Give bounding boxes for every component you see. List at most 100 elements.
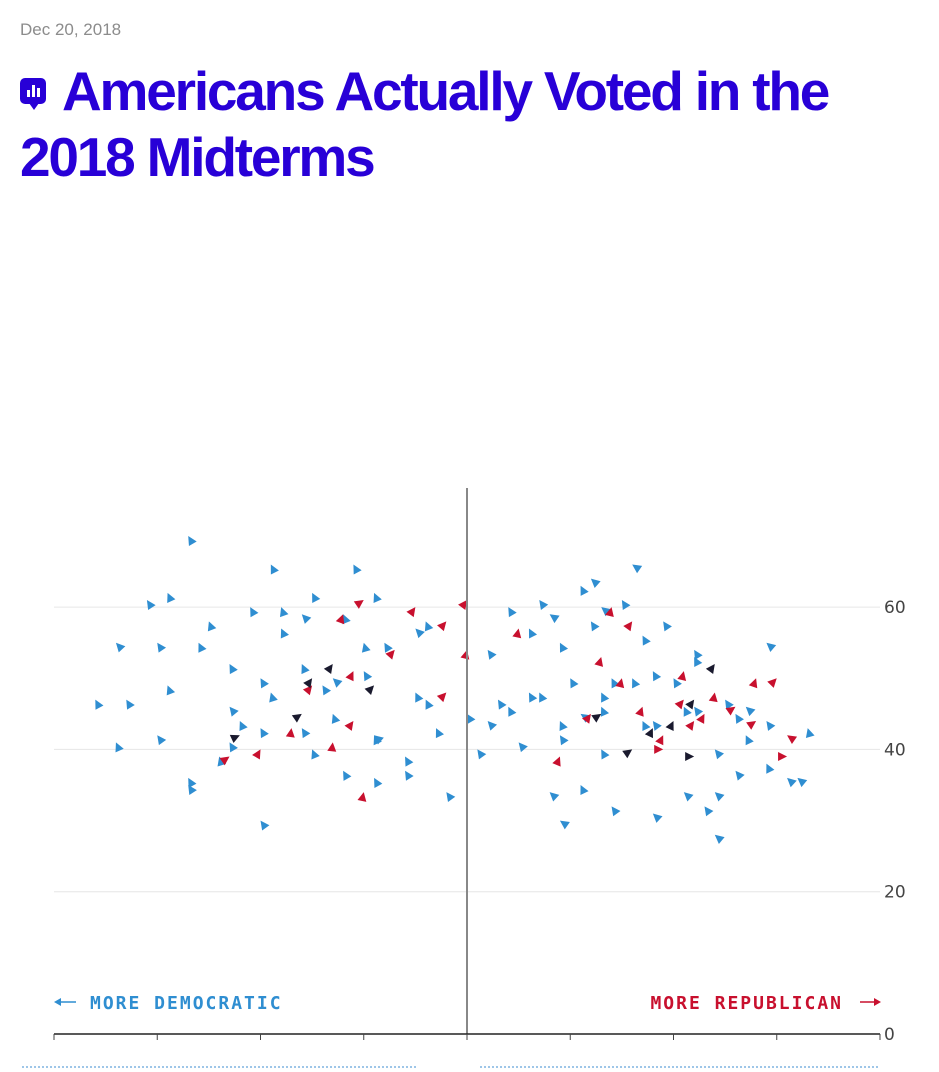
vote-shift-arrow: [797, 777, 850, 822]
vote-shift-arrow: [651, 720, 695, 779]
vote-shift-arrow: [590, 578, 664, 644]
chart-bubble-icon: [20, 78, 46, 110]
x-axis-ticks: [53, 1034, 881, 1040]
vote-shift-arrow: [703, 664, 715, 679]
vote-shift-arrow: [672, 671, 687, 715]
vote-shift-arrow: [229, 742, 272, 815]
vote-shift-arrow: [270, 564, 345, 708]
vote-shift-arrow: [362, 649, 395, 687]
vote-shift-arrow: [146, 600, 200, 679]
vote-shift-arrow: [652, 720, 696, 779]
vote-shift-arrow: [601, 749, 634, 807]
vote-shift-arrow: [673, 678, 716, 750]
vote-shift-arrow: [487, 649, 551, 736]
vote-shift-arrow: [766, 720, 799, 765]
vote-shift-arrow: [435, 728, 489, 836]
vote-shift-arrow: [621, 749, 633, 759]
vote-shift-arrow: [198, 642, 252, 750]
vote-shift-arrow: [301, 728, 334, 779]
vote-shift-arrow: [311, 749, 355, 850]
page-title: Americans Actually Voted in the 2018 Mid…: [20, 58, 920, 190]
vote-shift-arrow: [735, 713, 789, 800]
vote-shift-arrow: [374, 777, 407, 836]
vote-shift-arrow: [549, 614, 623, 665]
vote-shift-arrow: [300, 678, 313, 694]
vote-shift-arrow: [745, 720, 757, 730]
vote-shift-arrow: [766, 642, 809, 680]
vote-shift-arrow: [424, 692, 447, 715]
vote-shift-arrow: [466, 713, 530, 822]
vote-shift-arrow: [672, 713, 705, 772]
vote-shift-arrow: [301, 614, 365, 680]
vote-shift-arrow: [207, 621, 262, 757]
vote-shift-arrow: [208, 734, 240, 751]
vote-shift-arrow: [755, 678, 777, 701]
vote-shift-arrow: [518, 742, 561, 793]
vote-shift-arrow: [157, 735, 210, 807]
y-tick-0: 0: [884, 1025, 895, 1040]
vote-shift-arrow: [662, 720, 674, 743]
vote-shift-arrow: [693, 692, 718, 807]
vote-shift-arrow: [487, 720, 541, 779]
vote-shift-arrow: [229, 706, 283, 772]
vote-shift-arrow: [735, 770, 778, 822]
vote-shift-arrow: [610, 678, 625, 722]
vote-shift-arrow: [331, 671, 354, 715]
vote-shift-arrow: [332, 678, 396, 737]
y-tick-20: 20: [884, 883, 906, 903]
vote-shift-arrow: [260, 728, 314, 822]
vote-shift-arrow: [539, 692, 582, 779]
vote-shift-arrow: [601, 692, 644, 779]
vote-shift-arrow: [745, 735, 789, 822]
direction-label-right: MORE REPUBLICAN: [650, 993, 881, 1014]
vote-shift-arrow: [611, 806, 654, 864]
y-tick-60: 60: [884, 598, 906, 618]
vote-shift-arrow: [704, 806, 737, 850]
vote-shift-arrow: [632, 564, 695, 609]
vote-shift-arrow: [217, 756, 262, 893]
vote-shift-arrow: [714, 834, 768, 879]
vote-shift-arrow: [260, 820, 303, 879]
vote-shift-arrow: [600, 621, 633, 665]
vote-shift-arrow: [425, 699, 458, 765]
more-republican-label: MORE REPUBLICAN: [650, 993, 843, 1014]
vote-shift-arrow: [714, 706, 736, 722]
vote-shift-arrow: [157, 642, 241, 765]
vote-shift-arrow: [590, 713, 602, 723]
vote-shift-arrow: [714, 792, 747, 822]
vote-shift-arrow: [250, 607, 314, 722]
vote-shift-arrow: [477, 749, 551, 850]
vote-shift-arrow: [538, 756, 561, 807]
vote-shift-arrow: [805, 728, 840, 836]
vote-shift-arrow: [126, 699, 179, 786]
vote-shift-arrow: [580, 585, 644, 708]
vote-shift-arrow: [229, 664, 262, 722]
vote-shift-arrow: [374, 735, 458, 808]
vote-shift-arrow: [197, 756, 230, 779]
arrow-layer: [95, 536, 850, 893]
vote-shift-arrow: [507, 628, 522, 679]
publish-date: Dec 20, 2018: [20, 20, 122, 39]
vote-shift-arrow: [332, 600, 364, 623]
vote-shift-arrow: [239, 720, 293, 836]
vote-shift-arrow: [363, 671, 427, 779]
vote-shift-arrow: [642, 720, 696, 829]
vote-shift-arrow: [342, 792, 367, 892]
vote-shift-arrow: [115, 642, 190, 722]
vote-shift-arrow: [424, 621, 479, 750]
vote-shift-arrow: [549, 792, 582, 822]
vote-shift-arrow: [95, 699, 138, 779]
vote-shift-arrow: [311, 720, 354, 779]
divider-right: [480, 1066, 878, 1068]
vote-shift-arrow: [321, 664, 333, 679]
vote-shift-arrow: [601, 607, 675, 665]
left-arrow-head: [54, 998, 61, 1006]
vote-shift-arrow: [611, 678, 675, 800]
vote-shift-arrow: [415, 628, 479, 694]
vote-shift-arrow: [641, 728, 653, 750]
vote-shift-arrow: [188, 785, 231, 850]
vote-shift-arrow: [352, 685, 375, 708]
vote-shift-arrow: [745, 706, 778, 737]
vote-shift-arrow: [580, 785, 613, 850]
vector-chart: 0 20 40 60 MORE DEMOCRATIC MORE REPUBLICAN: [53, 488, 906, 1040]
